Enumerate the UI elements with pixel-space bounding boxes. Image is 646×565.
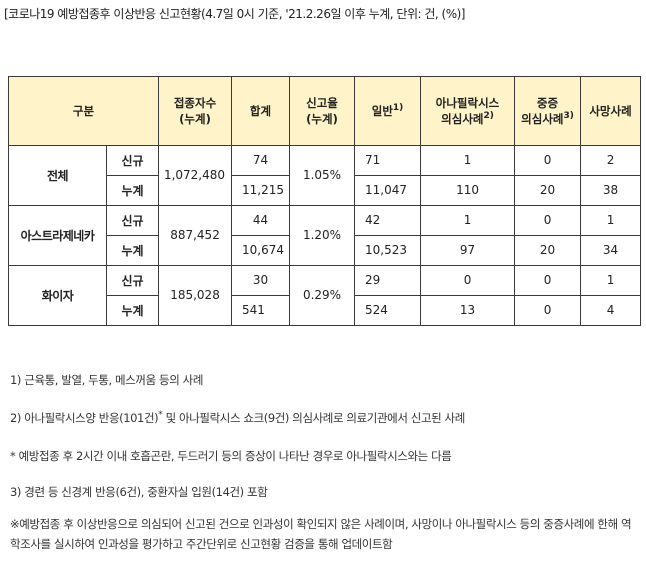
table-header-row: 구분 접종자수 (누계) 합계 신고율 (누계) 일반1) 아나필락시스 의심사… [7, 76, 642, 146]
cell-report-rate: 1.05% [289, 144, 356, 206]
table-row: 누계 541 524 13 0 4 [9, 294, 642, 327]
row-label-cumulative: 누계 [105, 174, 160, 206]
cell-general-new: 71 [354, 144, 422, 176]
row-group-label: 아스트라제네카 [8, 204, 107, 266]
cell-general-new: 29 [354, 264, 422, 296]
page-title: [코로나19 예방접종후 이상반응 신고현황(4.7일 0시 기준, '21.2… [4, 7, 465, 21]
cell-general-cumulative: 11,047 [354, 174, 422, 206]
adverse-reaction-table: 구분 접종자수 (누계) 합계 신고율 (누계) 일반1) 아나필락시스 의심사… [7, 76, 642, 327]
cell-anaphylaxis-new: 0 [420, 264, 516, 296]
cell-death-new: 1 [580, 264, 642, 296]
footnote-1: 1) 근육통, 발열, 두통, 메스꺼움 등의 사례 [10, 373, 204, 387]
footnote-reference: ※예방접종 후 이상반응으로 의심되어 신고된 건으로 인과성이 확인되지 않은… [10, 517, 632, 551]
footnote-3: 3) 경련 등 신경계 반응(6건), 중환자실 입원(14건) 포함 [10, 485, 268, 499]
cell-report-rate: 1.20% [289, 204, 356, 266]
cell-general-cumulative: 10,523 [354, 234, 422, 266]
cell-severe-cumulative: 20 [514, 234, 582, 266]
cell-death-new: 2 [580, 144, 642, 176]
header-severe: 중증 의심사례3) [514, 76, 582, 146]
table-row: 누계 10,674 10,523 97 20 34 [9, 234, 642, 266]
cell-total-new: 44 [231, 204, 291, 236]
cell-general-new: 42 [354, 204, 422, 236]
row-group-label: 전체 [8, 144, 107, 206]
cell-severe-cumulative: 20 [514, 174, 582, 206]
cell-severe-new: 0 [514, 204, 582, 236]
cell-vaccinated: 1,072,480 [158, 144, 233, 206]
cell-death-cumulative: 34 [580, 234, 642, 266]
row-label-cumulative: 누계 [105, 294, 160, 327]
cell-general-cumulative: 524 [354, 294, 422, 327]
header-anaphylaxis: 아나필락시스 의심사례2) [420, 76, 516, 146]
table-row: 화이자 신규 185,028 30 0.29% 29 0 0 1 [8, 264, 642, 327]
cell-report-rate: 0.29% [289, 264, 356, 327]
row-group-label: 화이자 [8, 264, 107, 327]
cell-total-new: 30 [231, 264, 291, 296]
cell-anaphylaxis-cumulative: 97 [420, 234, 516, 266]
footnote-2: 2) 아나필락시스양 반응(101건)* 및 아나필락시스 쇼크(9건) 의심사… [10, 410, 465, 425]
cell-anaphylaxis-new: 1 [420, 144, 516, 176]
cell-total-new: 74 [231, 144, 291, 176]
cell-severe-new: 0 [514, 144, 582, 176]
cell-vaccinated: 887,452 [158, 204, 233, 266]
row-label-new: 신규 [105, 204, 160, 236]
cell-severe-new: 0 [514, 264, 582, 296]
cell-total-cumulative: 11,215 [231, 174, 291, 206]
header-general: 일반1) [354, 76, 422, 146]
header-vaccinated: 접종자수 (누계) [158, 76, 233, 146]
cell-anaphylaxis-cumulative: 13 [420, 294, 516, 327]
cell-severe-cumulative: 0 [514, 294, 582, 327]
header-death: 사망사례 [580, 76, 642, 146]
cell-total-cumulative: 541 [231, 294, 291, 327]
header-category: 구분 [7, 76, 160, 146]
cell-anaphylaxis-new: 1 [420, 204, 516, 236]
cell-death-cumulative: 4 [580, 294, 642, 327]
cell-death-new: 1 [580, 204, 642, 236]
table-row: 전체 신규 1,072,480 74 1.05% 71 1 0 2 [8, 144, 642, 206]
row-label-cumulative: 누계 [105, 234, 160, 266]
header-total: 합계 [231, 76, 291, 146]
row-label-new: 신규 [105, 144, 160, 176]
footnote-star: * 예방접종 후 2시간 이내 호흡곤란, 두드러기 등의 증상이 나타난 경우… [10, 449, 452, 463]
table-row: 아스트라제네카 신규 887,452 44 1.20% 42 1 0 1 [8, 204, 642, 266]
cell-death-cumulative: 38 [580, 174, 642, 206]
header-report-rate: 신고율 (누계) [289, 76, 356, 146]
row-label-new: 신규 [105, 264, 160, 296]
table-row: 누계 11,215 11,047 110 20 38 [9, 174, 642, 206]
cell-anaphylaxis-cumulative: 110 [420, 174, 516, 206]
cell-total-cumulative: 10,674 [231, 234, 291, 266]
cell-vaccinated: 185,028 [158, 264, 233, 327]
